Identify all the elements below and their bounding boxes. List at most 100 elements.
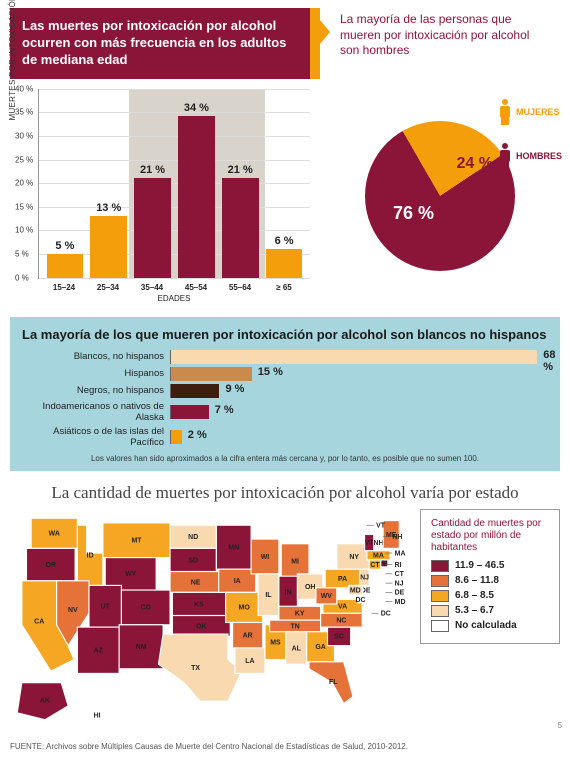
ytick: 10 %: [15, 226, 33, 235]
state-OR: [26, 548, 75, 580]
state-TX: [158, 634, 241, 701]
state-NJ: [360, 569, 369, 585]
bar: [90, 216, 127, 278]
ytick: 5 %: [15, 250, 29, 259]
page-number: 5: [558, 721, 562, 730]
legend-swatch: [431, 620, 449, 632]
state-side-label: DE: [395, 589, 405, 596]
hbar-value: 2 %: [188, 429, 207, 441]
hbar-row: Hispanos15 %: [22, 367, 548, 381]
pie-slice-label: 76 %: [393, 203, 434, 224]
state-ND: [170, 525, 216, 548]
ytick: 20 %: [15, 179, 33, 188]
hbar-footnote: Los valores han sido aproximados a la ci…: [22, 454, 548, 463]
hbar-row: Blancos, no hispanos68 %: [22, 350, 548, 364]
state-MA: [367, 550, 390, 559]
hbar: [171, 350, 537, 364]
pie-slice-label: 24 %: [457, 155, 493, 173]
state-side-label: NJ: [395, 580, 404, 587]
bar: [134, 178, 171, 278]
state-side-label: CT: [395, 571, 405, 578]
state-IA: [219, 569, 256, 592]
map-legend-row: 8.6 – 11.8: [431, 575, 549, 587]
state-AL: [286, 631, 307, 663]
xtick: ≥ 65: [262, 283, 306, 292]
state-NE: [170, 571, 221, 592]
state-side-label: DC: [381, 610, 391, 617]
bar: [178, 116, 215, 278]
hbar-row: Indoamericanos o nativos de Alaska7 %: [22, 401, 548, 423]
state-AR: [233, 622, 263, 647]
state-ME: [383, 520, 399, 548]
pie-legend-item: HOMBRES: [498, 143, 562, 169]
state-HI: [82, 708, 112, 722]
state-NC: [321, 613, 363, 627]
pie-legend-label: HOMBRES: [516, 151, 562, 161]
hbar-label: Asiáticos o de las islas del Pacífico: [22, 426, 170, 448]
state-CO: [121, 590, 170, 625]
ytick: 15 %: [15, 202, 33, 211]
legend-range: No calculada: [455, 620, 517, 631]
bar-value-label: 34 %: [184, 102, 209, 114]
state-KS: [172, 592, 225, 615]
pie-legend-label: MUJERES: [516, 107, 560, 117]
hbar-label: Hispanos: [22, 368, 170, 379]
state-KY: [279, 606, 321, 620]
bar: [47, 254, 84, 278]
state-DE: [362, 585, 369, 594]
map-legend-row: 6.8 – 8.5: [431, 590, 549, 602]
state-NH: [374, 534, 383, 550]
x-axis-label: EDADES: [38, 294, 310, 303]
us-map: WAORCAIDNVMTWYUTCOAZNMNDSDNEKSOKTXMNIAMO…: [10, 509, 410, 734]
hbar: [171, 384, 219, 398]
state-SC: [328, 627, 351, 646]
legend-range: 11.9 – 46.5: [455, 560, 505, 571]
state-DC: [358, 597, 364, 603]
hbar: [171, 367, 252, 381]
map-title: La cantidad de muertes por intoxicación …: [10, 483, 560, 503]
xtick: 35–44: [130, 283, 174, 292]
bar-value-label: 6 %: [275, 235, 294, 247]
bar-value-label: 21 %: [228, 164, 253, 176]
state-MN: [216, 525, 251, 569]
state-ID: [77, 525, 102, 585]
hbar-row: Asiáticos o de las islas del Pacífico 2 %: [22, 426, 548, 448]
legend-swatch: [431, 560, 449, 572]
state-side-label: RI: [395, 562, 402, 569]
state-VT: [365, 534, 374, 550]
hbar-label: Indoamericanos o nativos de Alaska: [22, 401, 170, 423]
legend-range: 6.8 – 8.5: [455, 590, 494, 601]
ytick: 40 %: [15, 84, 33, 93]
gender-pie-chart: 24 % 76 % MUJERES HOMBRES: [320, 89, 560, 303]
state-RI: [381, 560, 388, 567]
charts-row: MUERTES POR INTOXICACIÓN POR ALCOHOL 0 %…: [10, 89, 560, 303]
hbar-row: Negros, no hispanos9 %: [22, 384, 548, 398]
banner-right: La mayoría de las personas que mueren po…: [318, 8, 548, 79]
bar-value-label: 13 %: [96, 202, 121, 214]
map-row: WAORCAIDNVMTWYUTCOAZNMNDSDNEKSOKTXMNIAMO…: [10, 509, 560, 734]
state-WI: [251, 539, 279, 574]
infographic-page: Las muertes por intoxicación por alcohol…: [0, 0, 570, 761]
banner-left-text: Las muertes por intoxicación por alcohol…: [22, 18, 286, 67]
state-AZ: [77, 627, 119, 673]
state-side-label: MD: [395, 599, 406, 606]
state-LA: [235, 648, 265, 673]
state-UT: [89, 585, 121, 627]
state-WA: [31, 518, 77, 548]
hbar: [171, 430, 182, 444]
state-OK: [172, 615, 230, 636]
state-NM: [119, 624, 163, 668]
state-IN: [279, 576, 298, 608]
bar-value-label: 21 %: [140, 164, 165, 176]
state-FL: [309, 662, 353, 704]
state-WV: [316, 587, 337, 603]
hbar-label: Blancos, no hispanos: [22, 351, 170, 362]
map-legend-title: Cantidad de muertes por estado por milló…: [431, 518, 549, 554]
ytick: 25 %: [15, 155, 33, 164]
ytick: 30 %: [15, 131, 33, 140]
age-bar-chart: MUERTES POR INTOXICACIÓN POR ALCOHOL 0 %…: [10, 89, 310, 303]
woman-icon: [498, 99, 512, 125]
map-legend-row: 5.3 – 6.7: [431, 605, 549, 617]
state-side-label: MA: [395, 550, 406, 557]
state-MD: [348, 585, 362, 594]
